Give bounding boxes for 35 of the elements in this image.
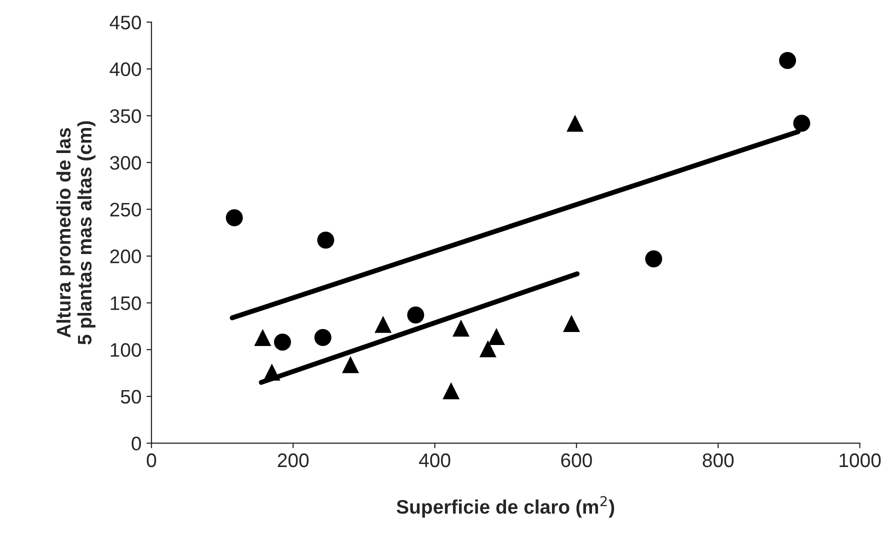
x-tick-label: 400 bbox=[419, 453, 450, 468]
point bbox=[274, 334, 292, 351]
point bbox=[314, 328, 332, 346]
point bbox=[442, 382, 460, 400]
point bbox=[566, 114, 584, 132]
x-tick-label: 200 bbox=[278, 453, 309, 468]
y-tick-label: 450 bbox=[110, 16, 141, 30]
point bbox=[254, 328, 272, 346]
point bbox=[779, 52, 796, 70]
y-tick-label: 400 bbox=[110, 62, 141, 76]
y-tick-label: 200 bbox=[110, 250, 141, 264]
y-tick-label: 250 bbox=[110, 202, 141, 217]
y-axis-title: Altura promedio de las 5 plantas mas altas (cm) bbox=[56, 121, 96, 344]
x-axis-title: Superficie de claro (m$^{2}$) bbox=[396, 496, 614, 518]
point bbox=[793, 114, 810, 132]
point bbox=[645, 250, 662, 268]
y-tick-label: 0 bbox=[132, 436, 141, 450]
x-tick-label: 0 bbox=[146, 453, 156, 468]
y-tick-label: 100 bbox=[110, 343, 141, 357]
point bbox=[407, 306, 424, 324]
point bbox=[226, 209, 243, 226]
y-tick-label: 300 bbox=[110, 156, 141, 170]
point bbox=[342, 356, 360, 374]
point bbox=[452, 320, 470, 337]
point bbox=[563, 314, 580, 332]
y-tick-label: 350 bbox=[110, 109, 141, 123]
x-tick-label: 1000 bbox=[840, 453, 881, 468]
x-tick-label: 800 bbox=[702, 453, 734, 468]
y-tick-label: 50 bbox=[120, 390, 141, 404]
point bbox=[317, 232, 334, 249]
y-tick-label: 150 bbox=[110, 296, 141, 310]
x-tick-label: 600 bbox=[561, 453, 592, 468]
point bbox=[374, 316, 392, 333]
point bbox=[488, 328, 505, 346]
point bbox=[479, 340, 496, 358]
